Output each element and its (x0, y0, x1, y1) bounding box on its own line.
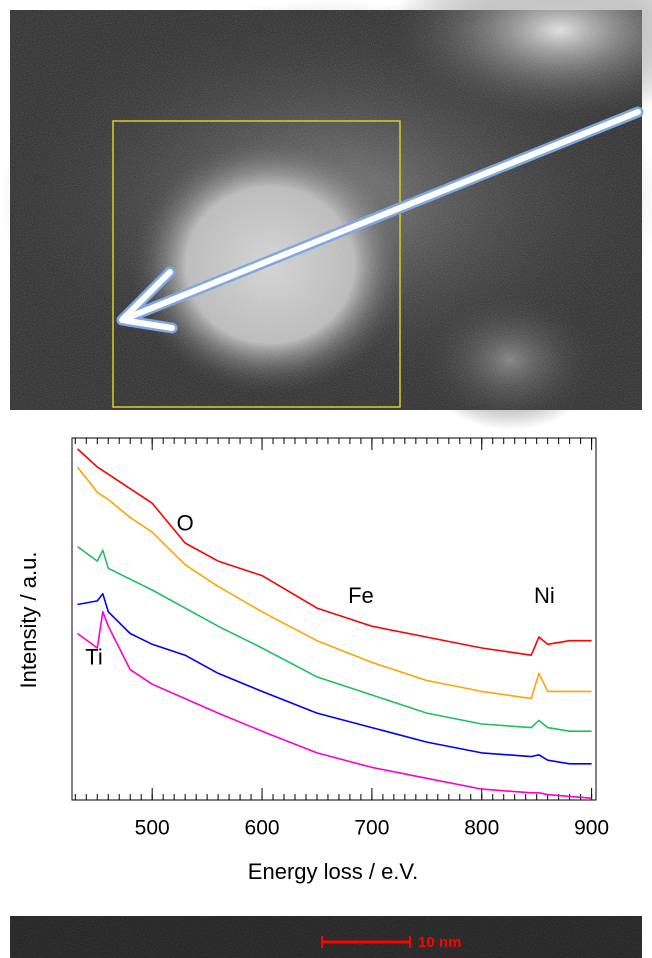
peak-label: O (177, 511, 194, 536)
scale-bar-label: 10 nm (418, 934, 461, 951)
x-tick-label: 700 (354, 817, 389, 840)
x-tick-label: 800 (464, 817, 499, 840)
x-tick-label: 900 (574, 817, 609, 840)
x-tick-label: 600 (245, 817, 280, 840)
spectrum-line (77, 545, 592, 732)
peak-label: Ti (85, 645, 103, 670)
peak-label: Fe (348, 583, 374, 608)
x-axis-label: Energy loss / e.V. (248, 859, 418, 884)
plot-frame (71, 437, 597, 801)
x-tick-label: 500 (135, 817, 170, 840)
spectrum-line (76, 448, 592, 656)
spectrum-line (77, 611, 592, 799)
peak-label: Ni (534, 583, 555, 608)
scale-strip: 10 nm (10, 916, 642, 958)
spectrum-line (77, 592, 592, 765)
y-axis-label: Intensity / a.u. (16, 552, 41, 689)
spectrum-line (76, 466, 592, 700)
micrograph (0, 0, 652, 430)
